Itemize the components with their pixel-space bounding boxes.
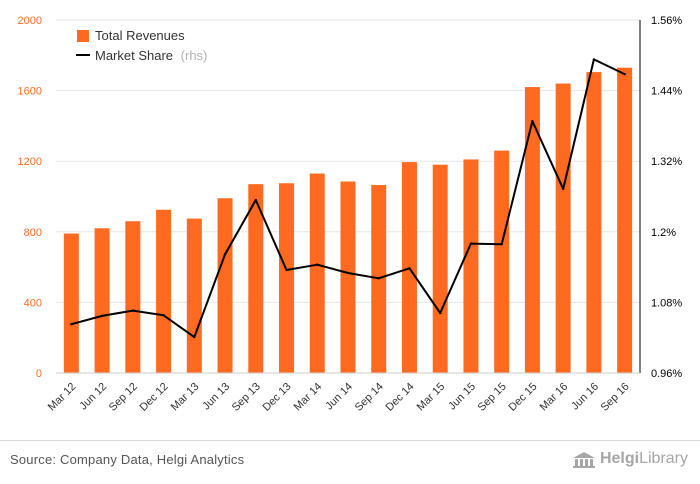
source-note: Source: Company Data, Helgi Analytics [10, 452, 245, 467]
x-axis-tick-label: Jun 16 [569, 381, 601, 413]
x-axis-tick-label: Dec 12 [138, 381, 171, 414]
x-axis-tick-label: Mar 12 [46, 381, 79, 414]
left-axis-tick-label: 1200 [18, 156, 42, 168]
x-axis-tick-label: Dec 13 [261, 381, 294, 414]
revenue-bar[interactable] [94, 228, 110, 373]
market-share-point[interactable] [408, 267, 411, 270]
right-axis-tick-label: 1.2% [651, 227, 676, 239]
revenue-bar[interactable] [340, 181, 356, 373]
left-axis-tick-label: 0 [36, 368, 42, 380]
market-share-point[interactable] [377, 277, 380, 280]
market-share-point[interactable] [561, 187, 565, 191]
x-axis-tick-label: Jun 14 [323, 381, 355, 413]
x-axis-tick-label: Sep 16 [599, 381, 632, 414]
legend-label-total-revenues[interactable]: Total Revenues [95, 28, 185, 43]
brand-name-light: Library [639, 450, 688, 467]
right-axis-tick-label: 1.44% [651, 86, 682, 98]
x-axis-tick-label: Sep 15 [476, 381, 509, 414]
market-share-point[interactable] [469, 242, 473, 245]
x-axis-tick-label: Mar 15 [415, 381, 448, 414]
left-axis-tick-label: 2000 [18, 15, 42, 27]
revenue-bar[interactable] [494, 150, 510, 373]
left-axis: 0 400 800 1200 1600 2000 [18, 15, 42, 380]
x-axis-tick-label: Dec 15 [506, 381, 539, 414]
library-building-icon [572, 452, 595, 468]
market-share-point[interactable] [316, 263, 319, 266]
x-axis-tick-label: Mar 13 [169, 381, 202, 414]
market-share-point[interactable] [162, 314, 165, 317]
legend-label-market-share[interactable]: Market Share (rhs) [95, 48, 207, 63]
market-share-point[interactable] [439, 311, 442, 315]
market-share-point[interactable] [592, 58, 596, 61]
left-axis-tick-label: 800 [24, 227, 42, 239]
brand-name-bold: Helgi [599, 450, 640, 467]
x-axis-tick-label: Jun 15 [446, 381, 478, 413]
revenue-bar[interactable] [463, 159, 479, 373]
market-share-point[interactable] [500, 242, 503, 246]
revenue-bar[interactable] [125, 221, 141, 373]
x-axis-tick-label: Mar 14 [292, 381, 325, 414]
revenue-bar[interactable] [432, 164, 448, 373]
revenue-bar[interactable] [309, 173, 325, 373]
left-axis-tick-label: 1600 [18, 86, 42, 98]
x-axis-tick-label: Mar 16 [538, 381, 571, 414]
revenue-bar[interactable] [186, 218, 202, 373]
market-share-point[interactable] [254, 198, 257, 202]
right-axis-tick-label: 0.96% [651, 368, 682, 380]
market-share-point[interactable] [223, 252, 227, 256]
x-axis-tick-label: Sep 13 [230, 381, 263, 414]
right-axis-tick-label: 1.08% [651, 297, 682, 309]
brand-logo[interactable]: Helgi Library [572, 450, 688, 468]
x-axis-tick-label: Jun 13 [200, 381, 232, 413]
revenue-bars [63, 67, 633, 373]
x-axis-tick-label: Sep 14 [353, 381, 386, 414]
legend-label-market-share-name: Market Share [95, 48, 173, 63]
legend-swatch-total-revenues [77, 30, 89, 42]
revenue-bar[interactable] [63, 233, 79, 373]
revenue-bar[interactable] [555, 83, 571, 373]
x-axis-tick-label: Jun 12 [77, 381, 109, 413]
market-share-point[interactable] [531, 119, 534, 123]
revenue-bar[interactable] [524, 87, 540, 373]
market-share-point[interactable] [285, 268, 288, 272]
legend-label-market-share-suffix: (rhs) [181, 48, 208, 63]
right-axis-tick-label: 1.56% [651, 15, 682, 27]
right-axis: 0.96% 1.08% 1.2% 1.32% 1.44% 1.56% [639, 15, 682, 380]
market-share-point[interactable] [70, 322, 73, 326]
footer: Source: Company Data, Helgi Analytics He… [0, 440, 700, 484]
legend[interactable]: Total Revenues Market Share (rhs) [76, 28, 207, 63]
revenue-bar[interactable] [586, 72, 602, 373]
market-share-point[interactable] [100, 314, 104, 318]
market-share-point[interactable] [131, 309, 135, 312]
revenue-bar[interactable] [617, 67, 633, 373]
right-axis-tick-label: 1.32% [651, 156, 682, 168]
x-axis-tick-label: Sep 12 [107, 381, 140, 414]
x-axis-tick-label: Dec 14 [383, 381, 416, 414]
revenue-bar[interactable] [156, 209, 172, 373]
revenue-bar[interactable] [217, 198, 233, 373]
market-share-line [70, 58, 626, 339]
market-share-point[interactable] [193, 335, 196, 339]
market-share-point[interactable] [623, 72, 626, 76]
revenues-market-share-chart: 0 400 800 1200 1600 2000 0.96% 1.08% 1.2% 1.32% 1… [18, 15, 683, 414]
left-axis-tick-label: 400 [24, 297, 42, 309]
revenue-bar[interactable] [279, 183, 295, 373]
market-share-point[interactable] [346, 271, 350, 275]
revenue-bar[interactable] [248, 184, 264, 373]
